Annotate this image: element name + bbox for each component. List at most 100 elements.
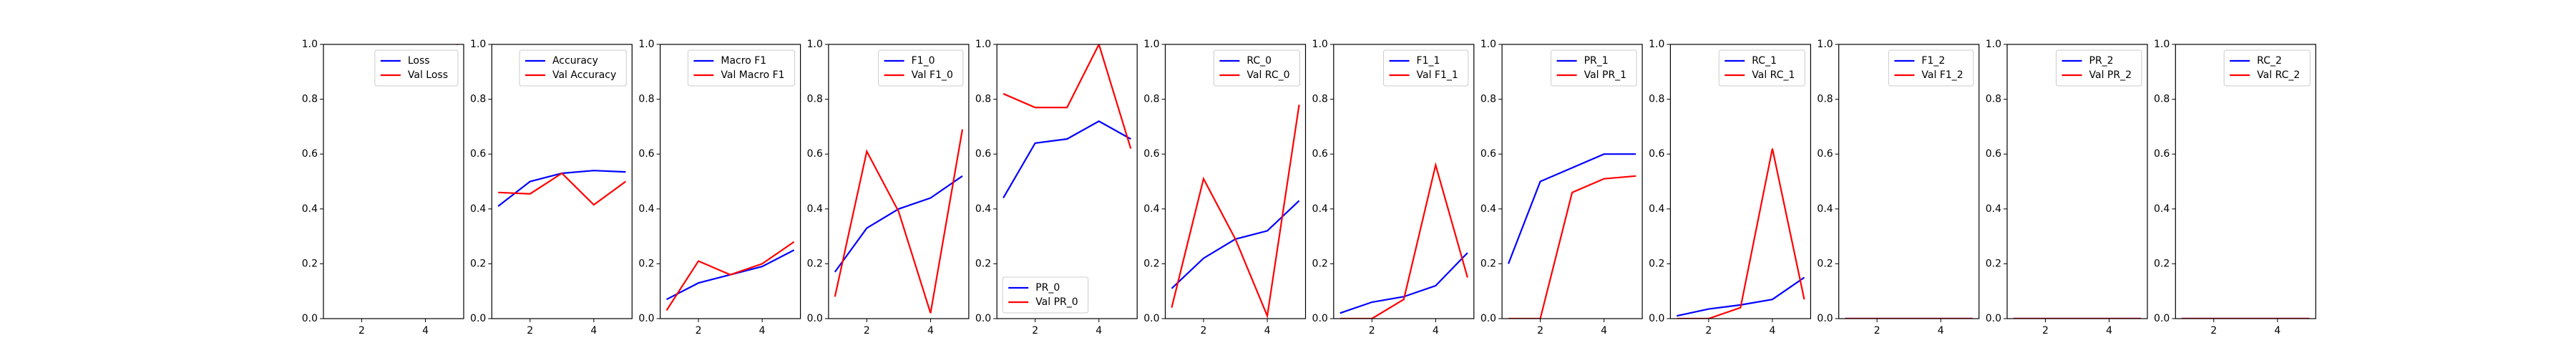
x-tick-label: 2 [527,325,533,337]
y-tick-label: 0.0 [302,313,318,324]
y-tick-label: 1.0 [1143,39,1159,50]
subplot: 0.0 0.2 0.4 0.6 0.8 1.0 2 4 RC_0 Val RC_0 [1143,39,1307,337]
y-tick-label: 0.6 [1817,148,1833,160]
legend-box [687,49,796,87]
series-line [834,175,963,273]
y-tick-label: 1.0 [470,39,486,50]
axes-frame [491,44,633,319]
x-tick-label: 4 [1433,325,1439,337]
legend-box [374,49,459,87]
legend-label: Val RC_2 [2257,69,2300,81]
y-tick-label: 0.8 [1143,94,1159,105]
y-tick-label: 0.6 [1312,148,1328,160]
legend-label: Val PR_1 [1584,69,1627,81]
y-tick-label: 0.6 [807,148,823,160]
legend-label: Macro F1 [721,55,766,67]
y-tick-label: 0.4 [302,203,318,215]
y-tick-label: 0.2 [1649,258,1664,269]
y-tick-label: 0.4 [807,203,823,215]
axes-frame [1501,44,1643,319]
y-tick-label: 0.0 [638,313,654,324]
y-tick-label: 0.2 [1143,258,1159,269]
legend-label: Val Loss [408,69,448,81]
legend-label: RC_1 [1752,55,1777,67]
legend-label: Loss [408,55,430,67]
y-tick-label: 0.2 [1986,258,2001,269]
x-tick-label: 2 [1705,325,1712,337]
y-tick-label: 0.8 [2154,94,2170,105]
series-line [1171,200,1300,289]
x-tick-label: 4 [422,325,429,337]
y-tick-label: 0.6 [1649,148,1664,160]
y-tick-label: 0.0 [1480,313,1496,324]
legend-label: PR_1 [1584,55,1609,67]
legend: Loss Val Loss [374,49,459,87]
y-tick-label: 1.0 [1312,39,1328,50]
subplot: 0.0 0.2 0.4 0.6 0.8 1.0 2 4 PR_1 Val PR_1 [1480,39,1643,337]
legend-label: Val F1_0 [912,69,953,81]
legend: Accuracy Val Accuracy [519,49,627,87]
x-tick-label: 4 [927,325,934,337]
x-tick-label: 2 [358,325,365,337]
legend-label: F1_0 [912,55,935,67]
axes-frame [1164,44,1307,319]
y-tick-label: 0.0 [1143,313,1159,324]
y-tick-label: 0.4 [1312,203,1328,215]
legend-box [1213,49,1300,87]
y-tick-label: 0.2 [2154,258,2170,269]
subplot: 0.0 0.2 0.4 0.6 0.8 1.0 2 4 RC_1 Val RC_1 [1649,39,1811,337]
legend-label: Val RC_1 [1752,69,1795,81]
legend-box [1551,49,1637,87]
legend-box [2223,49,2311,87]
axes-frame [2006,44,2148,319]
series-line [1507,153,1636,264]
x-tick-label: 2 [2042,325,2049,337]
legend-label: Val RC_0 [1246,69,1289,81]
x-tick-label: 2 [696,325,702,337]
legend-label: Val PR_2 [2089,69,2132,81]
y-tick-label: 0.6 [1143,148,1159,160]
y-tick-label: 0.2 [1480,258,1496,269]
subplot: 0.0 0.2 0.4 0.6 0.8 1.0 2 4 Loss Val Loss [302,39,464,337]
subplot: 0.0 0.2 0.4 0.6 0.8 1.0 2 4 Macro F1 Val Macro F1 [638,39,801,337]
y-tick-label: 0.8 [1986,94,2001,105]
y-tick-label: 0.4 [470,203,486,215]
y-tick-label: 0.8 [1312,94,1328,105]
legend: PR_2 Val PR_2 [2056,49,2142,87]
legend-label: RC_2 [2257,55,2282,67]
legend-label: Val PR_0 [1035,296,1078,308]
series-line [498,172,627,206]
y-tick-label: 0.2 [1817,258,1833,269]
legend-box [519,49,627,87]
legend-label: Val Macro F1 [721,69,784,81]
x-tick-label: 4 [759,325,766,337]
series-line [1002,120,1131,199]
y-tick-label: 0.0 [1649,313,1664,324]
y-tick-label: 0.4 [1480,203,1496,215]
legend-label: RC_0 [1246,55,1272,67]
y-tick-label: 0.0 [1986,313,2001,324]
y-tick-label: 1.0 [975,39,991,50]
series-line [665,241,795,311]
y-tick-label: 1.0 [1480,39,1496,50]
y-tick-label: 0.4 [975,203,991,215]
legend-label: PR_0 [1035,282,1060,294]
legend-label: Accuracy [552,55,598,67]
y-tick-label: 0.4 [638,203,654,215]
y-tick-label: 0.2 [302,258,318,269]
legend-label: PR_2 [2089,55,2114,67]
subplot: 0.0 0.2 0.4 0.6 0.8 1.0 2 4 Accuracy Val Accuracy [470,39,633,337]
legend-box [1002,276,1089,314]
x-tick-label: 2 [2210,325,2217,337]
axes-frame [1838,44,1980,319]
y-tick-label: 0.2 [807,258,823,269]
y-tick-label: 1.0 [1649,39,1664,50]
series-line [1340,162,1468,319]
legend: F1_2 Val F1_2 [1888,49,1974,87]
series-line [497,170,626,207]
y-tick-label: 1.0 [807,39,823,50]
y-tick-label: 0.4 [1817,203,1833,215]
x-tick-label: 2 [1032,325,1038,337]
y-tick-label: 0.6 [302,148,318,160]
